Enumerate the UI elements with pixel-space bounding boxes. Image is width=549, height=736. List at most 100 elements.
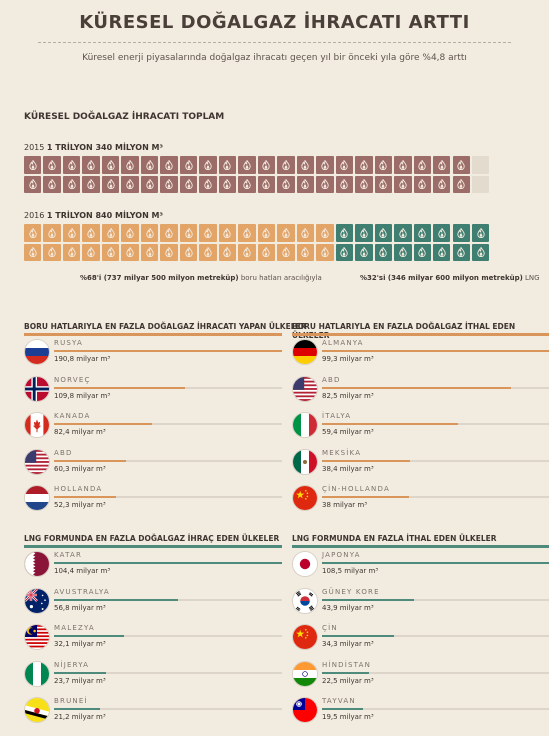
country-name: NİJERYA xyxy=(54,660,90,669)
country-value: 82,5 milyar m³ xyxy=(322,391,374,400)
country-value: 60,3 milyar m³ xyxy=(54,464,106,473)
gas-unit-2015 xyxy=(433,175,451,193)
gas-unit-2015 xyxy=(160,175,178,193)
flag-ng-icon xyxy=(24,660,50,687)
gas-unit-2015 xyxy=(296,175,315,193)
bar-track xyxy=(54,386,282,389)
gas-unit-lng xyxy=(374,224,393,242)
gas-unit-2015 xyxy=(121,175,139,193)
lng-exporters-row: AVUSTRALYA 56,8 milyar m³ xyxy=(24,587,284,618)
flag-cn-icon xyxy=(292,485,318,511)
pipeline-importers-title: BORU HATLARIYLA EN FAZLA DOĞALGAZ İTHAL … xyxy=(292,322,516,340)
country-name: MALEZYA xyxy=(54,624,95,632)
country-name: ABD xyxy=(54,448,73,457)
gas-unit-lng xyxy=(472,243,490,261)
bar-pipeline-importers xyxy=(322,459,411,462)
bar-lng-importers xyxy=(322,671,370,674)
gas-unit-2015 xyxy=(24,156,42,174)
bar-pipeline-importers xyxy=(322,386,512,389)
gas-unit-2015 xyxy=(316,156,334,174)
country-value: 82,4 milyar m³ xyxy=(54,428,106,436)
lng-exporters-row: NİJERYA 23,7 milyar m³ xyxy=(24,660,284,691)
bar-pipeline-importers xyxy=(322,423,459,425)
lng-share-label: %32'si (346 milyar 600 milyon metreküp) … xyxy=(360,274,540,282)
pipeline-exporters-row: RUSYA 190,8 milyar m³ xyxy=(24,339,284,369)
gas-unit-lng xyxy=(433,224,451,242)
gas-unit-pipeline xyxy=(277,243,295,261)
gas-unit-pipeline xyxy=(62,243,81,261)
gas-unit-pipeline xyxy=(101,243,120,261)
lng-share-rest: LNG xyxy=(522,274,540,282)
gas-unit-2015 xyxy=(62,156,81,174)
lng-importers-row: TAYVAN 19,5 milyar m³ xyxy=(292,697,549,727)
pipeline-importers-row: ABD 82,5 milyar m³ xyxy=(292,375,549,406)
country-name: RUSYA xyxy=(54,339,83,347)
country-name: ÇİN-HOLLANDA xyxy=(322,485,390,493)
gas-unit-pipeline xyxy=(257,224,276,242)
gas-unit-pipeline xyxy=(277,224,295,242)
gas-unit-lng xyxy=(355,243,373,261)
country-name: MEKSİKA xyxy=(322,448,362,457)
gas-unit-pipeline xyxy=(24,243,42,261)
flag-bn-icon xyxy=(24,697,50,723)
bar-lng-exporters xyxy=(54,598,179,601)
total-section-title: KÜRESEL DOĞALGAZ İHRACATI TOPLAM xyxy=(24,112,225,122)
gas-unit-pipeline xyxy=(218,243,237,261)
country-value: 38 milyar m³ xyxy=(322,501,368,509)
pipeline-exporters-row: NORVEÇ 109,8 milyar m³ xyxy=(24,375,284,406)
gas-unit-pipeline xyxy=(199,243,217,261)
country-value: 56,8 milyar m³ xyxy=(54,603,106,612)
flag-qa-icon xyxy=(24,551,50,577)
gas-unit-2015 xyxy=(199,175,217,193)
bar-track xyxy=(322,635,549,637)
gas-unit-pipeline xyxy=(257,243,276,261)
country-name: İTALYA xyxy=(322,412,352,420)
flag-jp-icon xyxy=(292,551,318,577)
bar-track xyxy=(322,671,549,674)
gas-unit-2015 xyxy=(62,175,81,193)
gas-unit-pipeline xyxy=(82,224,100,242)
bar-lng-importers xyxy=(322,708,363,710)
gas-unit-2015 xyxy=(316,175,334,193)
pipeline-importers-row: ÇİN-HOLLANDA 38 milyar m³ xyxy=(292,485,549,515)
flag-it-icon xyxy=(292,412,318,438)
lng-exporters-title: LNG FORMUNDA EN FAZLA DOĞALGAZ İHRAÇ EDE… xyxy=(24,534,280,543)
gas-unit-2015 xyxy=(374,175,393,193)
lng-importers-row: JAPONYA 108,5 milyar m³ xyxy=(292,551,549,581)
pipeline-exporters-rule xyxy=(24,333,282,336)
bar-track xyxy=(54,496,282,498)
page-title: KÜRESEL DOĞALGAZ İHRACATI ARTTI xyxy=(79,12,470,33)
bar-lng-importers xyxy=(322,562,549,564)
pipeline-exporters-row: KANADA 82,4 milyar m³ xyxy=(24,412,284,442)
year-2016-value: 1 TRİLYON 840 MİLYON M³ xyxy=(46,211,164,220)
gas-unit-pipeline xyxy=(160,243,178,261)
bar-track xyxy=(54,562,282,564)
flag-mx-icon xyxy=(292,448,318,475)
country-value: 108,5 milyar m³ xyxy=(322,567,379,575)
gas-unit-pipeline xyxy=(316,224,334,242)
year-2015-label: 2015 1 TRİLYON 340 MİLYON M³ xyxy=(24,143,163,152)
gas-unit-lng xyxy=(472,224,490,242)
title-divider xyxy=(38,42,511,43)
pipeline-share-label: %68'i (737 milyar 500 milyon metreküp) b… xyxy=(80,274,322,282)
bar-lng-exporters xyxy=(54,708,101,710)
pipeline-exporters-title: BORU HATLARIYLA EN FAZLA DOĞALGAZ İHRACA… xyxy=(24,322,307,331)
gas-unit-pipeline xyxy=(140,243,159,261)
country-name: BRUNEİ xyxy=(54,697,88,705)
country-value: 22,5 milyar m³ xyxy=(322,676,374,685)
bar-track xyxy=(54,708,282,710)
gas-unit-2015 xyxy=(277,156,295,174)
gas-unit-2015 xyxy=(238,175,256,193)
bar-track xyxy=(322,708,549,710)
gas-unit-pipeline xyxy=(82,243,100,261)
country-value: 99,3 milyar m³ xyxy=(322,355,374,363)
gas-unit-pipeline xyxy=(316,243,334,261)
country-name: ABD xyxy=(322,375,341,384)
country-name: TAYVAN xyxy=(322,697,356,705)
gas-unit-2015 xyxy=(355,175,373,193)
flag-my-icon xyxy=(24,624,50,650)
country-name: HİNDİSTAN xyxy=(322,660,372,669)
bar-track xyxy=(322,423,549,425)
bar-track xyxy=(322,459,549,462)
flag-de-icon xyxy=(292,339,318,365)
